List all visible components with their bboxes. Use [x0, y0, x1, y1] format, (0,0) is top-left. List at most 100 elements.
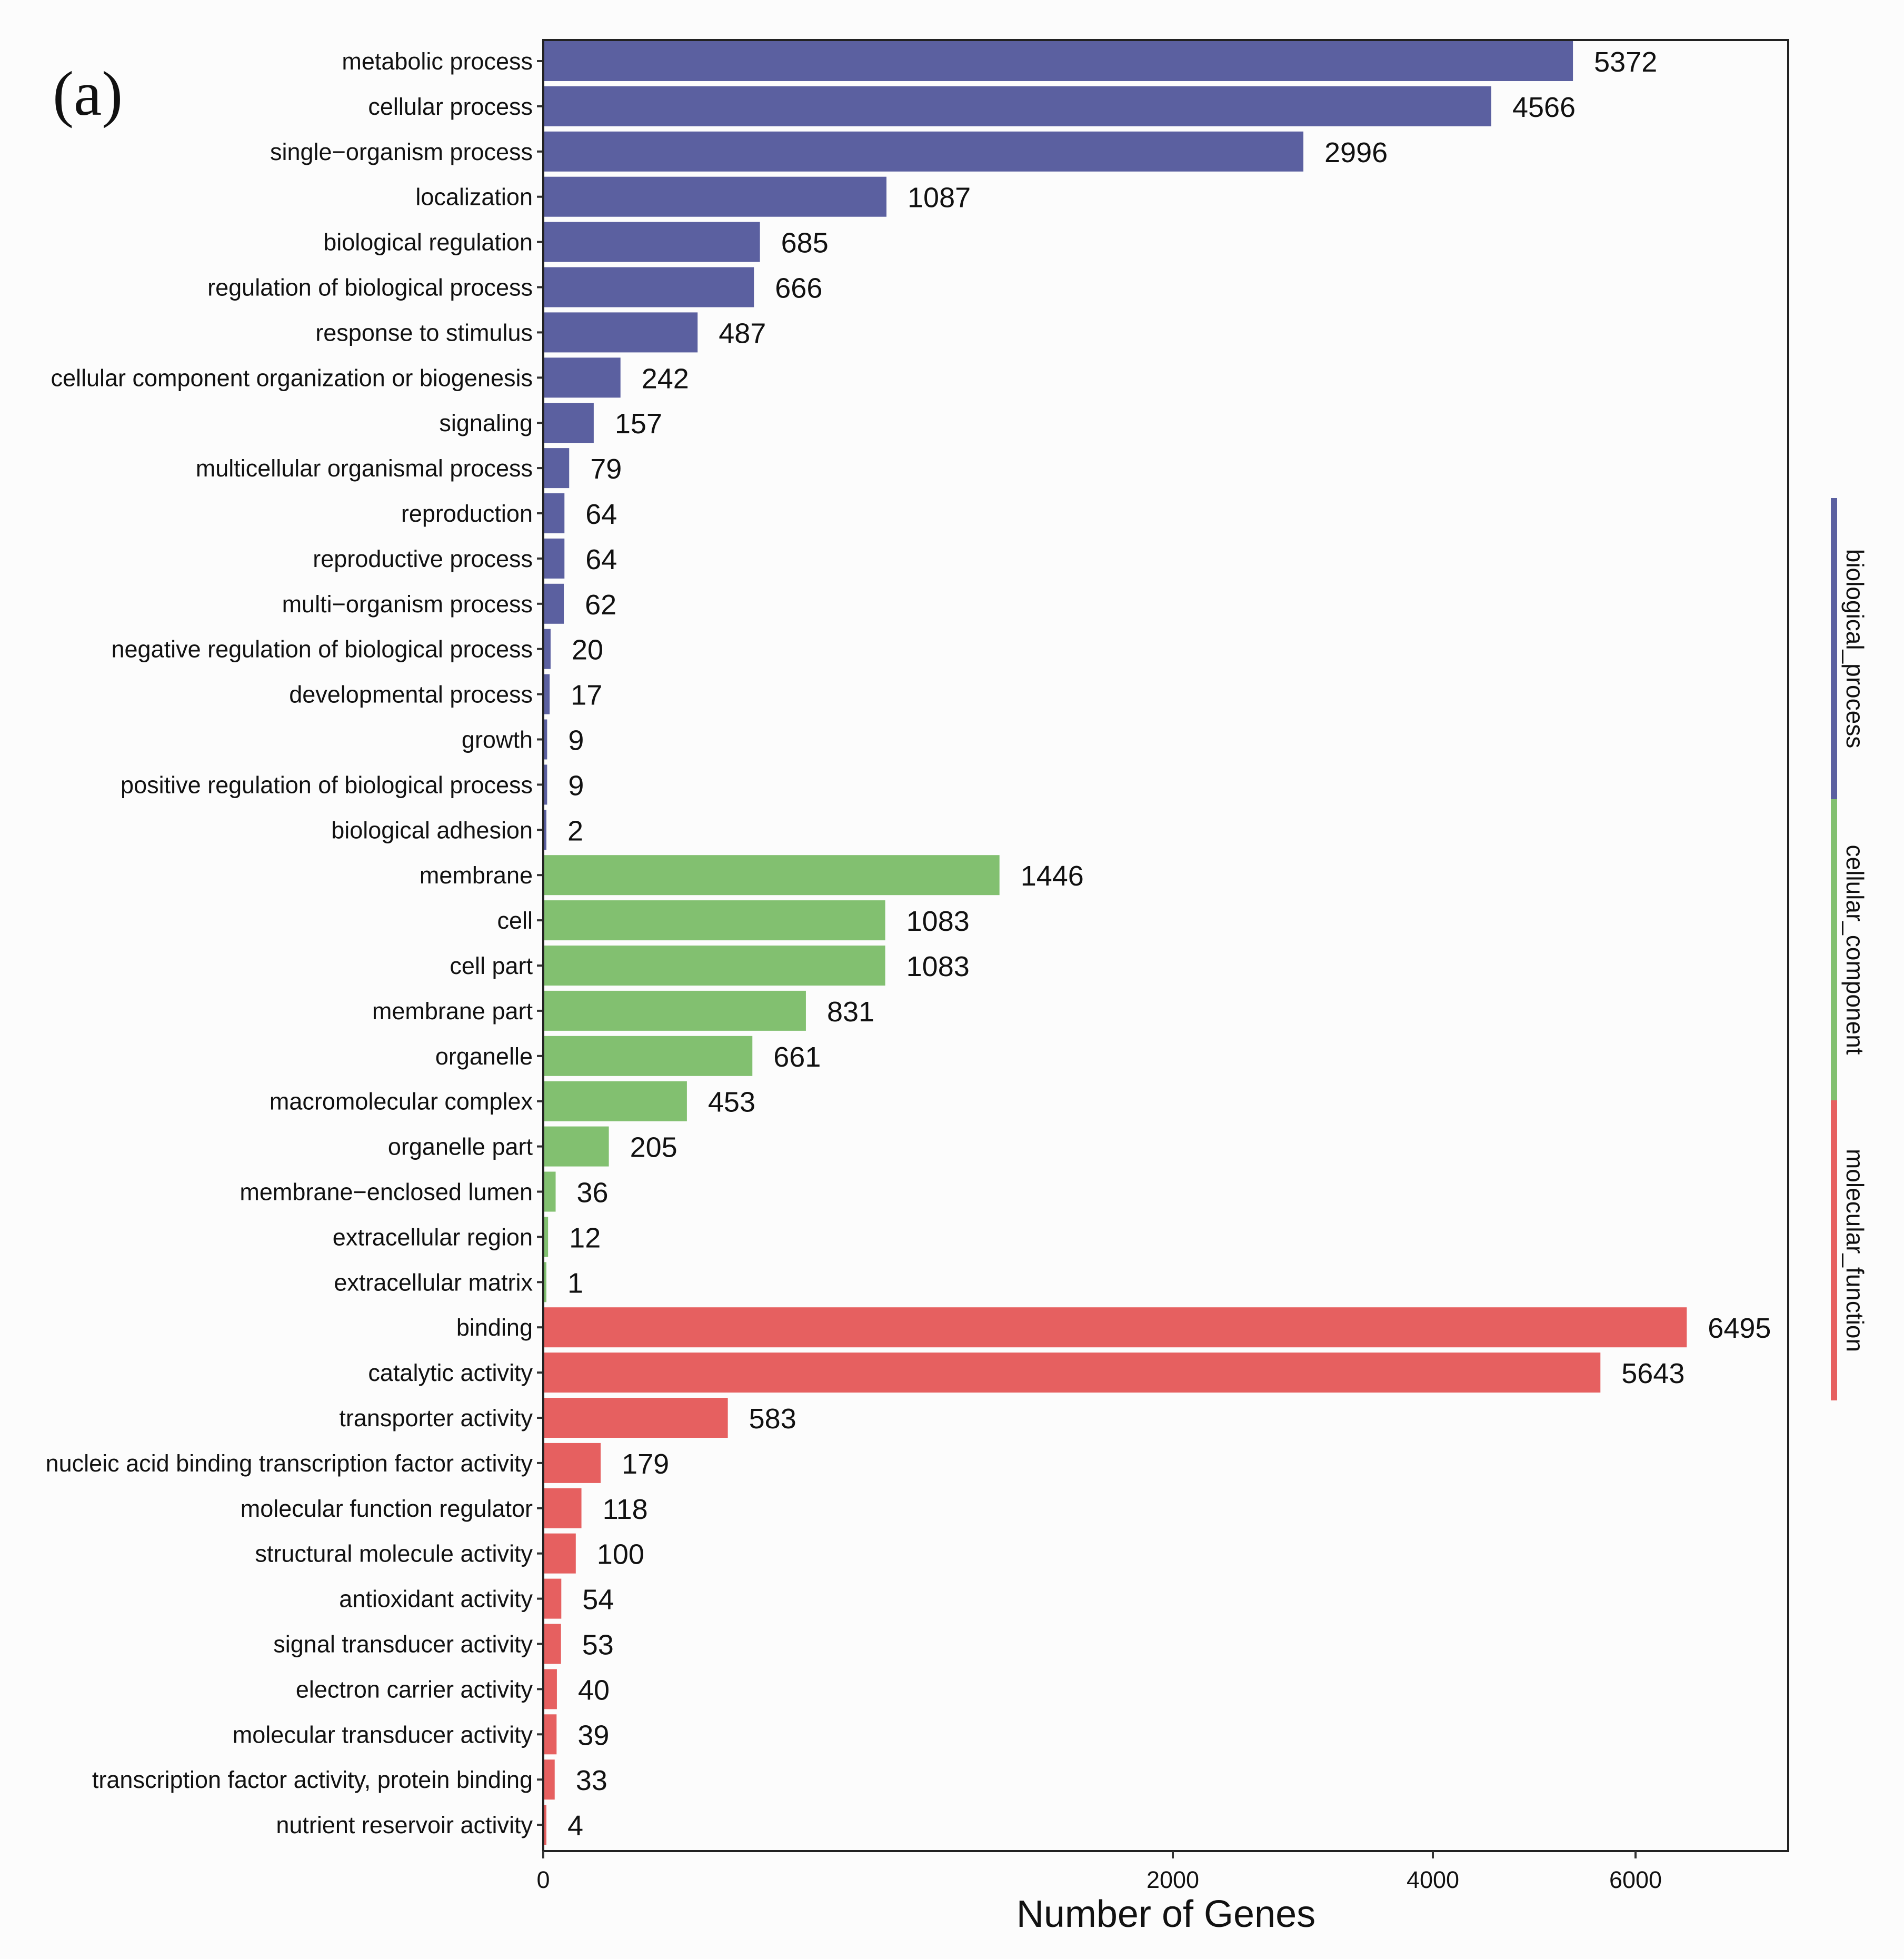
- category-label: biological adhesion: [331, 817, 533, 843]
- value-label: 64: [585, 544, 617, 575]
- bar: [544, 810, 546, 850]
- panel-label: (a): [53, 58, 123, 128]
- bar: [544, 222, 760, 262]
- value-label: 583: [749, 1403, 796, 1435]
- bar: [544, 267, 754, 307]
- category-label: antioxidant activity: [339, 1586, 533, 1613]
- bar: [544, 176, 887, 217]
- value-label: 1: [567, 1267, 583, 1299]
- group-strip: [1831, 799, 1837, 1100]
- category-label: organelle part: [388, 1133, 533, 1160]
- bar: [544, 1081, 687, 1121]
- value-label: 1083: [906, 951, 970, 982]
- bar: [544, 1578, 562, 1619]
- value-label: 487: [719, 317, 766, 349]
- bar: [544, 946, 885, 986]
- value-label: 205: [630, 1132, 677, 1164]
- category-label: organelle: [435, 1043, 533, 1070]
- x-tick-label: 2000: [1147, 1866, 1199, 1893]
- bar: [544, 41, 1573, 81]
- bar: [544, 1714, 557, 1755]
- x-tick-label: 4000: [1407, 1866, 1459, 1893]
- value-label: 62: [585, 589, 616, 621]
- category-label: nucleic acid binding transcription facto…: [46, 1450, 533, 1477]
- category-label: catalytic activity: [368, 1359, 533, 1386]
- value-label: 4566: [1512, 92, 1576, 123]
- bar: [544, 86, 1491, 126]
- group-label: biological_process: [1841, 549, 1869, 748]
- category-labels-layer: metabolic process cellular process single−…: [46, 48, 543, 1838]
- bar: [544, 1624, 561, 1664]
- value-label: 2: [567, 815, 583, 847]
- value-label: 1087: [908, 182, 971, 214]
- category-label: nutrient reservoir activity: [276, 1812, 533, 1838]
- value-label: 9: [568, 725, 584, 757]
- category-label: transporter activity: [339, 1405, 533, 1431]
- bar: [544, 764, 547, 805]
- value-label: 12: [569, 1222, 601, 1254]
- category-label: multicellular organismal process: [196, 455, 533, 482]
- bar: [544, 1669, 557, 1709]
- bar: [544, 719, 547, 760]
- value-label: 79: [590, 453, 622, 485]
- category-label: transcription factor activity, protein b…: [92, 1766, 533, 1793]
- bar: [544, 493, 565, 533]
- category-label: reproductive process: [313, 545, 533, 572]
- value-label: 242: [642, 363, 689, 394]
- plot-frame: [542, 39, 1789, 1852]
- x-tick-label: 0: [536, 1866, 550, 1893]
- category-label: cellular component organization or bioge…: [51, 364, 533, 391]
- bar: [544, 1171, 556, 1212]
- category-label: molecular transducer activity: [233, 1721, 533, 1748]
- bar: [544, 1759, 555, 1800]
- value-label: 4: [567, 1810, 583, 1842]
- bar: [544, 1126, 609, 1167]
- x-axis-title: Number of Genes: [1016, 1893, 1315, 1935]
- value-label: 666: [775, 273, 822, 304]
- category-label: extracellular matrix: [334, 1269, 533, 1296]
- value-label: 157: [615, 408, 662, 440]
- value-label: 100: [597, 1539, 644, 1570]
- bar: [544, 312, 698, 353]
- category-label: macromolecular complex: [270, 1088, 533, 1115]
- category-label: response to stimulus: [315, 319, 533, 346]
- value-label: 1446: [1021, 860, 1084, 892]
- value-label: 9: [568, 770, 584, 801]
- category-label: negative regulation of biological proces…: [111, 636, 533, 663]
- value-label: 17: [571, 680, 602, 711]
- value-label: 36: [577, 1177, 609, 1209]
- value-label: 20: [572, 634, 603, 666]
- value-label: 40: [578, 1674, 610, 1706]
- category-label: signal transducer activity: [273, 1631, 533, 1658]
- bars-layer: [544, 41, 1687, 1845]
- bar: [544, 629, 551, 669]
- category-label: multi−organism process: [282, 591, 533, 618]
- value-label: 831: [827, 996, 874, 1028]
- value-label: 661: [773, 1041, 821, 1073]
- group-label: molecular_function: [1841, 1149, 1869, 1352]
- value-label: 5643: [1621, 1358, 1684, 1389]
- bar: [544, 1443, 601, 1483]
- bar: [544, 674, 550, 714]
- category-label: positive regulation of biological proces…: [121, 771, 533, 798]
- category-strip-legend: biological_process cellular_componentmole…: [1831, 498, 1869, 1400]
- x-tick-label: 6000: [1609, 1866, 1662, 1893]
- category-label: localization: [415, 184, 533, 211]
- bar: [544, 583, 564, 624]
- category-label: binding: [456, 1314, 533, 1341]
- bar: [544, 1307, 1687, 1348]
- category-label: electron carrier activity: [296, 1676, 533, 1703]
- value-label: 33: [576, 1765, 607, 1796]
- bar: [544, 403, 594, 443]
- value-label: 685: [781, 227, 829, 259]
- group-strip: [1831, 1100, 1837, 1400]
- category-label: developmental process: [289, 681, 533, 708]
- value-label: 1083: [906, 906, 970, 937]
- group-strip: [1831, 498, 1837, 799]
- value-label: 118: [603, 1494, 648, 1525]
- bar: [544, 1262, 546, 1302]
- bar: [544, 1398, 728, 1438]
- bar: [544, 855, 1000, 896]
